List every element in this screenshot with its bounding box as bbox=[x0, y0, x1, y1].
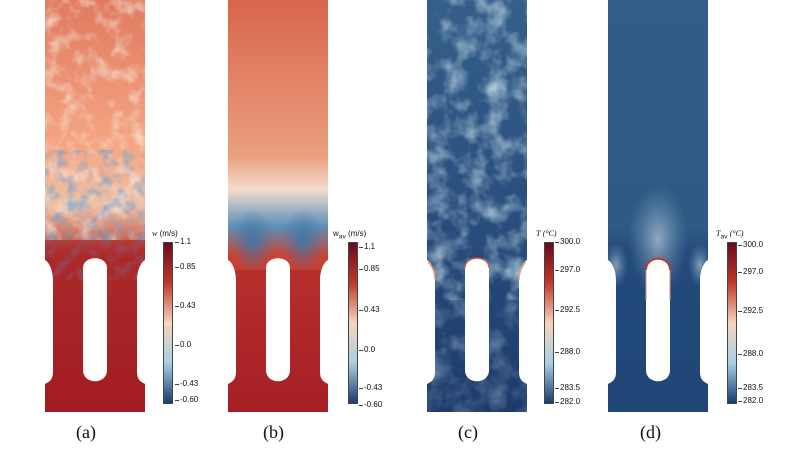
colorbar-b bbox=[348, 242, 358, 404]
colorbar-b-var: w bbox=[333, 229, 339, 238]
colorbar-c-tick: 300.0 bbox=[554, 237, 581, 246]
colorbar-b-sub: av bbox=[338, 233, 346, 241]
caption-c: (c) bbox=[458, 422, 478, 442]
colorbar-a-tick: 0.0 bbox=[174, 340, 192, 349]
colorbar-c-var: T bbox=[536, 229, 541, 238]
colorbar-c bbox=[544, 242, 554, 404]
colorbar-c-tick: 288.0 bbox=[554, 347, 581, 356]
colorbar-b-tick: 0.0 bbox=[358, 345, 376, 354]
colorbar-a-tick: 0.43 bbox=[175, 301, 196, 310]
colorbar-c-unit: (°C) bbox=[542, 229, 557, 238]
colorbar-d-sub: av bbox=[720, 233, 728, 241]
colorbar-a-title: w (m/s) bbox=[152, 229, 178, 241]
panel-b-field bbox=[228, 0, 328, 412]
colorbar-d-tick: 283.5 bbox=[737, 383, 764, 392]
colorbar-a-unit: (m/s) bbox=[159, 229, 178, 238]
colorbar-a-tick: 0.85 bbox=[175, 262, 196, 271]
colorbar-b-tick: 0.43 bbox=[359, 305, 380, 314]
colorbar-b-tick: 0.85 bbox=[359, 264, 380, 273]
colorbar-d-var: T bbox=[716, 229, 721, 238]
colorbar-a-tick: -0.43 bbox=[174, 379, 199, 388]
colorbar-d-unit: (°C) bbox=[729, 229, 744, 238]
caption-d: (d) bbox=[640, 422, 661, 442]
colorbar-a-var: w bbox=[152, 229, 158, 238]
panel-a-field bbox=[45, 0, 145, 412]
colorbar-d-title: Tav (°C) bbox=[716, 229, 744, 241]
colorbar-c-tick: 282.0 bbox=[554, 397, 581, 406]
colorbar-d-tick: 300.0 bbox=[737, 240, 764, 249]
colorbar-b-unit: (m/s) bbox=[348, 229, 367, 238]
colorbar-a bbox=[163, 242, 173, 404]
caption-b: (b) bbox=[263, 422, 284, 442]
colorbar-d bbox=[727, 242, 737, 404]
caption-a: (a) bbox=[76, 422, 96, 442]
colorbar-c-title: T (°C) bbox=[536, 229, 557, 241]
panel-c-field bbox=[427, 0, 527, 412]
colorbar-a-tick: 1.1 bbox=[174, 237, 192, 246]
colorbar-d-tick: 282.0 bbox=[737, 396, 764, 405]
colorbar-d-tick: 288.0 bbox=[737, 349, 764, 358]
colorbar-d-tick: 292.5 bbox=[737, 306, 764, 315]
colorbar-c-tick: 292.5 bbox=[554, 305, 581, 314]
colorbar-b-tick: 1.1 bbox=[358, 242, 376, 251]
colorbar-b-tick: -0.60 bbox=[358, 400, 383, 409]
colorbar-c-tick: 283.5 bbox=[554, 383, 581, 392]
colorbar-b-tick: -0.43 bbox=[358, 383, 383, 392]
colorbar-d-tick: 297.0 bbox=[737, 267, 764, 276]
colorbar-b-title: wav (m/s) bbox=[333, 229, 366, 241]
colorbar-c-tick: 297.0 bbox=[554, 265, 581, 274]
panel-d-field bbox=[608, 0, 708, 412]
colorbar-a-tick: -0.60 bbox=[174, 395, 199, 404]
